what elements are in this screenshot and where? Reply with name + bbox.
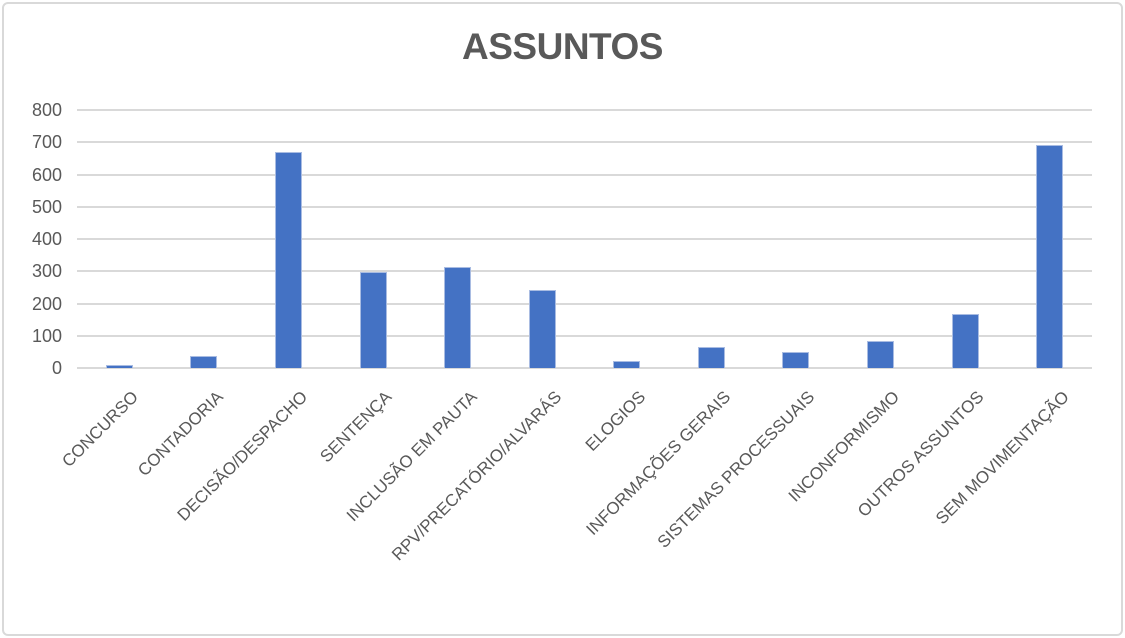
bar-senten-a [359,271,387,368]
bar-contadoria [190,356,218,368]
gridline [77,205,1092,208]
bar-outros-assuntos [951,313,979,368]
y-tick-label: 200 [31,293,62,314]
y-tick-label: 400 [31,229,62,249]
bar-inclus-o-em-pauta [444,267,472,368]
gridline [77,109,1092,111]
bar-elogios [613,361,641,368]
gridline [77,238,1092,240]
bar-rpv-precat-rio-alvar-s [528,289,556,368]
bar-sistemas-processuais [782,351,810,368]
gridline [77,302,1092,305]
y-tick-label: 500 [31,196,62,217]
bar-inconformismo [867,340,895,368]
y-tick-label: 700 [31,132,62,153]
y-tick-label: 600 [31,164,62,185]
bar-sem-movimenta-o [1036,145,1064,368]
bar-decis-o-despacho [274,151,302,368]
y-tick-label: 800 [31,100,62,120]
y-tick-label: 0 [51,358,62,378]
gridline [77,270,1092,273]
y-tick-label: 300 [31,261,62,282]
gridline [77,173,1092,176]
chart-title: ASSUNTOS [462,26,663,67]
bar-informa-es-gerais [697,347,725,368]
bar-concurso [105,365,133,368]
gridline [77,141,1092,144]
y-tick-label: 100 [31,325,62,346]
gridline [77,334,1092,337]
gridline [77,367,1092,369]
